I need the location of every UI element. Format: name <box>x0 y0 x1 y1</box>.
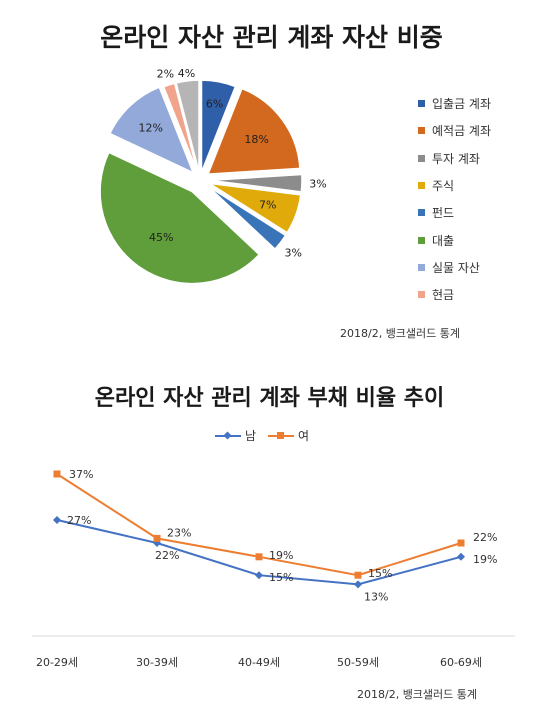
line-legend-item: 여 <box>268 427 309 444</box>
x-tick-label: 40-49세 <box>238 656 280 669</box>
line-legend-label: 남 <box>245 429 257 443</box>
line-legend-label: 여 <box>298 429 310 443</box>
line-legend-marker <box>215 431 241 441</box>
x-tick-label: 20-29세 <box>36 656 78 669</box>
pie-label-6: 45% <box>149 231 173 244</box>
pie-label-7: 12% <box>138 122 162 135</box>
pie-legend-swatch <box>418 236 425 244</box>
marker-male <box>457 552 465 561</box>
pie-legend-item: 입출금 계좌 <box>418 90 491 117</box>
pie-slice-extra <box>175 79 200 173</box>
data-label-male: 13% <box>364 590 388 603</box>
x-tick-label: 30-39세 <box>136 656 178 669</box>
line-legend-marker <box>268 431 295 441</box>
pie-legend-swatch <box>418 127 425 135</box>
pie-slice-8 <box>162 82 199 173</box>
pie-source-note: 2018/2, 뱅크샐러드 통계 <box>340 327 461 340</box>
pie-slice-5 <box>207 185 287 251</box>
pie-legend-swatch <box>418 100 425 108</box>
pie-label-4: 7% <box>259 198 276 211</box>
pie-slice-4 <box>209 182 302 234</box>
pie-label-2: 18% <box>244 133 268 146</box>
pie-slice-7 <box>108 86 195 175</box>
line-source-note: 2018/2, 뱅크샐러드 통계 <box>357 688 478 701</box>
marker-female <box>255 553 263 561</box>
marker-male <box>255 571 263 580</box>
marker-female <box>153 534 161 542</box>
pie-legend-item: 주식 <box>418 172 491 199</box>
pie-legend-label: 현금 <box>432 288 455 303</box>
data-label-male: 22% <box>155 549 179 562</box>
x-tick-label: 60-69세 <box>440 656 482 669</box>
pie-legend-label: 실물 자산 <box>432 260 480 275</box>
pie-legend-item: 투자 계좌 <box>418 145 491 172</box>
pie-legend-label: 주식 <box>432 179 455 194</box>
marker-male <box>53 516 61 524</box>
data-label-female: 23% <box>167 526 191 539</box>
pie-legend-swatch <box>418 291 425 299</box>
pie-legend-label: 투자 계좌 <box>432 151 480 166</box>
marker-male <box>354 580 362 589</box>
x-tick-label: 50-59세 <box>337 656 379 669</box>
pie-legend-label: 입출금 계좌 <box>432 97 492 112</box>
pie-slice-6 <box>99 151 261 285</box>
pie-label-1: 6% <box>206 97 223 110</box>
pie-legend-swatch <box>418 182 425 190</box>
pie-legend-label: 펀드 <box>432 206 455 221</box>
data-label-female: 15% <box>368 567 392 580</box>
marker-female <box>457 539 465 547</box>
pie-legend-item: 실물 자산 <box>418 254 491 281</box>
pie-legend-item: 예적금 계좌 <box>418 117 491 144</box>
pie-slice-1 <box>200 79 237 173</box>
pie-label-3: 3% <box>309 178 326 191</box>
line-chart-title: 온라인 자산 관리 계좌 부채 비율 추이 <box>94 386 445 411</box>
pie-legend-item: 대출 <box>418 226 491 253</box>
pie-slice-3 <box>209 173 303 193</box>
marker-female <box>354 571 362 579</box>
pie-legend-swatch <box>418 154 425 162</box>
data-label-male: 27% <box>67 514 91 527</box>
pie-slice-2 <box>206 87 301 175</box>
data-label-female: 19% <box>269 549 293 562</box>
data-label-male: 19% <box>473 553 497 566</box>
pie-label-5: 3% <box>285 246 302 259</box>
pie-label-extra: 4% <box>178 67 195 80</box>
line-legend-item: 남 <box>215 427 256 444</box>
pie-legend-swatch <box>418 263 425 271</box>
pie-chart-title: 온라인 자산 관리 계좌 자산 비중 <box>100 23 443 52</box>
pie-legend-swatch <box>418 209 425 217</box>
pie-legend-label: 대출 <box>432 233 455 248</box>
marker-female <box>53 470 61 478</box>
data-label-female: 37% <box>69 468 93 481</box>
pie-legend-item: 펀드 <box>418 199 491 226</box>
pie-label-8: 2% <box>157 67 174 80</box>
pie-legend-item: 현금 <box>418 281 491 308</box>
data-label-female: 22% <box>473 531 497 544</box>
pie-legend-label: 예적금 계좌 <box>432 124 492 139</box>
data-label-male: 15% <box>269 571 293 584</box>
